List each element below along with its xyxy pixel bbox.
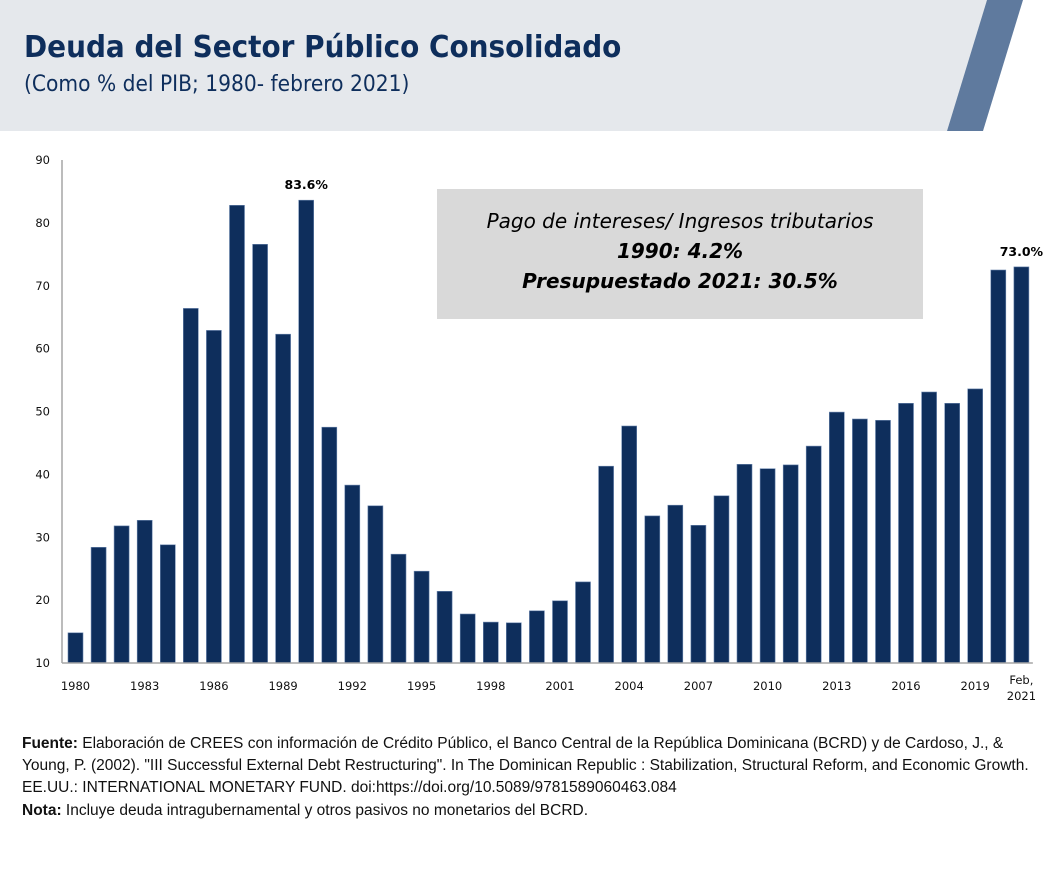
bar-1994 bbox=[390, 553, 407, 664]
bar-1992 bbox=[344, 484, 361, 664]
bar-1998 bbox=[482, 621, 499, 664]
bar-2003 bbox=[598, 465, 614, 664]
y-tick-label: 50 bbox=[35, 405, 50, 419]
bar-2004 bbox=[621, 425, 638, 664]
bar-1985 bbox=[183, 308, 199, 664]
x-tick-label: 1995 bbox=[407, 679, 436, 693]
bar-2015 bbox=[875, 419, 891, 664]
bar-2011 bbox=[782, 464, 799, 664]
data-labels: 83.6% 73.0% bbox=[285, 177, 1044, 259]
bar-2008 bbox=[713, 495, 730, 664]
bar-1984 bbox=[160, 544, 176, 664]
bar-2009 bbox=[736, 463, 753, 664]
bar-2020 bbox=[990, 269, 1007, 664]
data-label: 73.0% bbox=[1000, 244, 1044, 259]
bar-2005 bbox=[644, 515, 661, 664]
bar-feb-2021 bbox=[1013, 266, 1030, 664]
bar-2006 bbox=[667, 504, 684, 664]
bars-group bbox=[67, 199, 1030, 664]
x-tick-label: 2013 bbox=[822, 679, 851, 693]
bar-1995 bbox=[413, 570, 430, 664]
x-axis: 1980 1983 1986 1989 1992 1995 1998 2001 2004 2007… bbox=[61, 662, 1036, 703]
x-tick-label: 1989 bbox=[268, 679, 297, 693]
bar-1987 bbox=[229, 205, 245, 664]
x-tick-label: 1998 bbox=[476, 679, 505, 693]
general-note: Nota: Incluye deuda intragubernamental y… bbox=[22, 800, 1032, 822]
source-label: Fuente: bbox=[22, 735, 78, 752]
note-text: Incluye deuda intragubernamental y otros… bbox=[61, 801, 589, 819]
footer-notes: Fuente: Elaboración de CREES con informa… bbox=[22, 733, 1032, 822]
bar-2007 bbox=[690, 524, 707, 664]
x-tick-label: 1983 bbox=[130, 679, 159, 693]
x-tick-label: 2021 bbox=[1007, 689, 1036, 703]
y-tick-label: 30 bbox=[35, 530, 50, 544]
x-tick-label: 2010 bbox=[753, 679, 782, 693]
x-tick-label: 2004 bbox=[615, 679, 644, 693]
bar-2014 bbox=[852, 418, 868, 664]
y-tick-label: 10 bbox=[35, 656, 50, 670]
x-tick-label: 1992 bbox=[338, 679, 367, 693]
bar-1983 bbox=[136, 519, 153, 664]
y-tick-label: 80 bbox=[35, 216, 50, 230]
source-text: Elaboración de CREES con información de … bbox=[22, 735, 1029, 797]
y-tick-label: 90 bbox=[35, 153, 50, 167]
header-background bbox=[0, 0, 1023, 131]
bar-1981 bbox=[90, 546, 107, 664]
bar-1982 bbox=[113, 525, 130, 664]
header-panel bbox=[0, 0, 987, 131]
note-1990-value: 1990: 4.2% bbox=[616, 239, 744, 263]
note-label: Nota: bbox=[22, 801, 62, 819]
bar-1991 bbox=[321, 426, 338, 664]
bar-2019 bbox=[967, 388, 984, 664]
x-tick-label: 1986 bbox=[199, 679, 228, 693]
chart-title: Deuda del Sector Público Consolidado bbox=[24, 30, 622, 65]
data-label: 83.6% bbox=[285, 177, 329, 192]
note-2021-budgeted-value: Presupuestado 2021: 30.5% bbox=[522, 269, 838, 293]
x-tick-label: 2019 bbox=[961, 679, 990, 693]
bar-1996 bbox=[436, 590, 453, 664]
bar-2010 bbox=[759, 468, 776, 664]
y-tick-label: 60 bbox=[35, 342, 50, 356]
bar-2016 bbox=[898, 402, 914, 664]
y-tick-label: 70 bbox=[35, 279, 50, 293]
y-axis: 10 20 30 40 50 60 70 80 90 bbox=[35, 153, 63, 670]
x-tick-label: 1980 bbox=[61, 679, 90, 693]
chart-subtitle: (Como % del PIB; 1980- febrero 2021) bbox=[24, 72, 410, 97]
bar-1980 bbox=[67, 632, 84, 664]
bar-1988 bbox=[252, 244, 268, 664]
interest-note-box: Pago de intereses/ Ingresos tributarios … bbox=[437, 189, 923, 319]
header-banner: Deuda del Sector Público Consolidado (Co… bbox=[0, 0, 1053, 131]
x-tick-label: Feb, bbox=[1009, 673, 1033, 687]
y-tick-label: 20 bbox=[35, 593, 50, 607]
bar-2002 bbox=[575, 581, 591, 664]
header-accent-stripe bbox=[947, 0, 1023, 131]
bar-2018 bbox=[944, 402, 961, 664]
bar-1986 bbox=[206, 330, 222, 664]
bar-1989 bbox=[275, 333, 291, 664]
note-heading: Pago de intereses/ Ingresos tributarios bbox=[486, 209, 874, 233]
source-note: Fuente: Elaboración de CREES con informa… bbox=[22, 733, 1032, 800]
x-tick-label: 2001 bbox=[545, 679, 574, 693]
x-tick-label: 2007 bbox=[684, 679, 713, 693]
bar-2013 bbox=[828, 411, 845, 664]
bar-2017 bbox=[921, 391, 937, 664]
bar-2001 bbox=[552, 600, 568, 664]
bar-2000 bbox=[529, 610, 545, 664]
bar-1999 bbox=[505, 622, 522, 664]
bar-1990 bbox=[298, 199, 315, 664]
bar-1993 bbox=[367, 505, 384, 664]
bar-2012 bbox=[805, 445, 822, 664]
y-tick-label: 40 bbox=[35, 467, 50, 481]
bar-1997 bbox=[459, 613, 476, 664]
x-tick-label: 2016 bbox=[891, 679, 920, 693]
